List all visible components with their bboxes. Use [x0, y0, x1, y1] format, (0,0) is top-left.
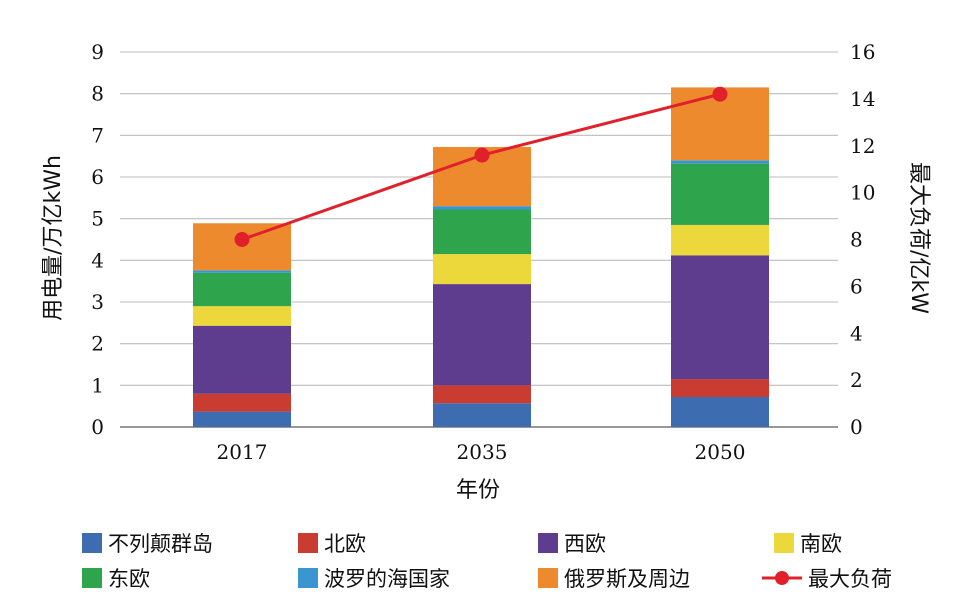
max-load-point: [234, 232, 250, 247]
y-tick-label: 9: [91, 40, 104, 64]
legend-swatch: [774, 533, 794, 553]
y2-tick-label: 4: [850, 321, 863, 345]
max-load-point: [712, 86, 728, 102]
y-tick-label: 0: [91, 415, 104, 439]
y-tick-label: 2: [91, 332, 104, 356]
legend-item: 波罗的海国家: [298, 567, 450, 591]
bar-segment: [671, 160, 769, 164]
y2-tick-label: 14: [850, 87, 875, 111]
y2-tick-label: 2: [850, 368, 863, 392]
x-axis: 2017 2035 2050: [217, 440, 746, 464]
y2-tick-label: 0: [850, 415, 863, 439]
legend-item: 南欧: [774, 532, 842, 556]
bar-segment: [193, 325, 291, 394]
bar-segment: [193, 411, 291, 427]
x-tick-label: 2017: [217, 440, 268, 464]
bar-segment: [193, 272, 291, 307]
legend-swatch: [82, 533, 102, 553]
y2-tick-label: 8: [850, 228, 863, 252]
bar-segment: [671, 224, 769, 256]
y-axis-title: 用电量/万亿kWh: [41, 155, 66, 321]
legend-swatch: [538, 568, 558, 588]
legend-item: 西欧: [538, 532, 606, 556]
legend-item: 不列颠群岛: [82, 532, 213, 556]
legend-swatch: [538, 533, 558, 553]
x-tick-label: 2050: [695, 440, 746, 464]
y-tick-label: 8: [91, 82, 104, 106]
bar-segment: [433, 403, 531, 427]
y-tick-label: 6: [91, 165, 104, 189]
legend-label: 南欧: [800, 532, 842, 556]
bar-segment: [671, 379, 769, 397]
bar-segment: [671, 397, 769, 427]
bars: [193, 87, 769, 427]
bar-segment: [433, 385, 531, 404]
legend-swatch: [298, 533, 318, 553]
bar-segment: [671, 163, 769, 225]
y-tick-label: 3: [91, 290, 104, 314]
y2-axis-title: 最大负荷/亿kW: [906, 162, 931, 314]
bar-segment: [433, 206, 531, 210]
bar-segment: [433, 254, 531, 285]
bar-segment: [671, 255, 769, 380]
legend-label: 最大负荷: [808, 567, 892, 591]
bar-segment: [433, 284, 531, 386]
legend-swatch: [82, 568, 102, 588]
y-tick-label: 5: [91, 207, 104, 231]
legend-label: 波罗的海国家: [324, 567, 450, 591]
legend-item: 俄罗斯及周边: [538, 567, 690, 591]
y-tick-label: 1: [91, 373, 104, 397]
legend-swatch: [298, 568, 318, 588]
y-axis-ticks: 0 1 2 3 4 5 6 7 8 9: [91, 40, 104, 439]
legend-label: 俄罗斯及周边: [564, 567, 690, 591]
max-load-point: [474, 147, 490, 163]
legend-label: 北欧: [324, 532, 366, 556]
y2-tick-label: 6: [850, 274, 863, 298]
legend-item: 东欧: [82, 567, 150, 591]
max-load-line: [234, 86, 728, 247]
y2-tick-label: 12: [850, 134, 875, 158]
x-axis-title: 年份: [456, 478, 500, 503]
y2-axis-ticks: 0 2 4 6 8 10 12 14 16: [850, 40, 875, 439]
y-tick-label: 7: [91, 123, 104, 147]
y2-tick-label: 10: [850, 181, 875, 205]
legend-label: 不列颠群岛: [108, 532, 213, 556]
legend-label: 西欧: [564, 532, 606, 556]
legend-item: 最大负荷: [762, 567, 892, 591]
bar-segment: [193, 306, 291, 326]
y2-tick-label: 16: [850, 40, 875, 64]
x-tick-label: 2035: [457, 440, 508, 464]
bar-segment: [193, 393, 291, 412]
legend-marker: [775, 571, 789, 585]
bar-segment: [193, 270, 291, 273]
bar-segment: [433, 209, 531, 255]
y-tick-label: 4: [91, 248, 104, 272]
legend-label: 东欧: [108, 567, 150, 591]
legend-item: 北欧: [298, 532, 366, 556]
